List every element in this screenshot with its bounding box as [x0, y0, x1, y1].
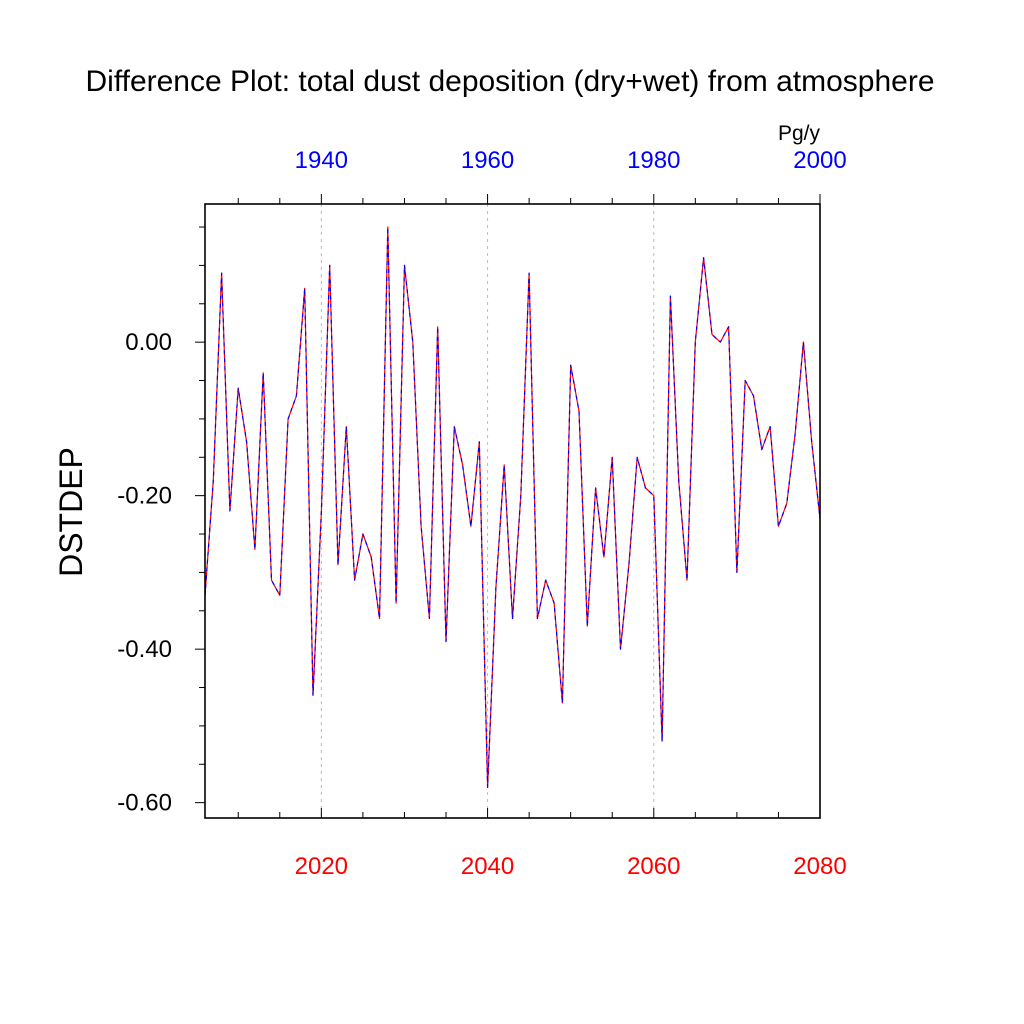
grid-lines [320, 204, 655, 818]
x-tick-label: 2080 [793, 853, 846, 880]
data-series [204, 226, 821, 788]
chart-title: Difference Plot: total dust deposition (… [85, 65, 934, 98]
top-tick-label: 1980 [627, 147, 680, 174]
y-tick-label: -0.60 [117, 790, 172, 817]
y-tick-label: -0.40 [117, 636, 172, 663]
top-tick-label: 1940 [295, 147, 348, 174]
units-label: Pg/y [778, 122, 821, 145]
y-tick-label: 0.00 [125, 329, 172, 356]
series-line-blue [204, 226, 821, 788]
series-line-red [204, 226, 821, 788]
top-tick-label: 2000 [793, 147, 846, 174]
top-tick-label: 1960 [461, 147, 514, 174]
y-tick-label: -0.20 [117, 483, 172, 510]
x-tick-label: 2020 [295, 853, 348, 880]
plot-frame [204, 203, 821, 819]
x-tick-label: 2060 [627, 853, 680, 880]
x-tick-label: 2040 [461, 853, 514, 880]
y-axis-label: DSTDEP [53, 447, 89, 577]
axes: 2020 2040 2060 2080 1940 1960 1980 2000 0.00 -0.2… [117, 147, 846, 880]
